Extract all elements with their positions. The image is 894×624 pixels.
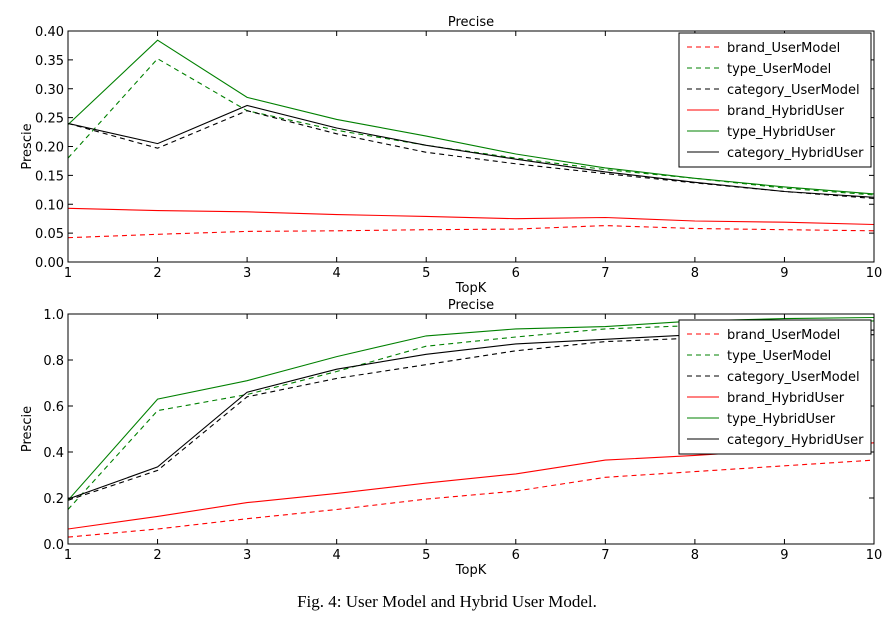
legend-label: category_UserModel bbox=[727, 370, 860, 385]
x-tick-label: 3 bbox=[243, 548, 251, 563]
series-group bbox=[68, 39, 874, 239]
figure-caption: Fig. 4: User Model and Hybrid User Model… bbox=[297, 592, 597, 611]
x-tick-label: 1 bbox=[64, 266, 72, 281]
y-axis-label: Prescie bbox=[20, 406, 35, 452]
y-tick-label: 0.00 bbox=[35, 256, 64, 271]
chart-2: 1 2 3 4 5 6 7 8 9 10 0.0 0.2 0.4 0.6 0.8 1.0 Precise TopK… bbox=[20, 298, 882, 578]
x-tick-label: 2 bbox=[153, 266, 161, 281]
x-tick-label: 7 bbox=[601, 266, 609, 281]
y-tick-label: 0.10 bbox=[35, 198, 64, 213]
x-tick-label: 4 bbox=[333, 266, 341, 281]
y-tick-label: 1.0 bbox=[43, 308, 64, 323]
x-tick-label: 3 bbox=[243, 266, 251, 281]
y-tick-label: 0.40 bbox=[35, 25, 64, 40]
legend-label: type_HybridUser bbox=[727, 412, 836, 427]
y-tick-label: 0.4 bbox=[43, 446, 64, 461]
x-tick-label: 6 bbox=[512, 266, 520, 281]
chart-title: Precise bbox=[448, 298, 494, 313]
x-tick-label: 7 bbox=[601, 548, 609, 563]
x-tick-label: 9 bbox=[780, 266, 788, 281]
legend-label: category_UserModel bbox=[727, 83, 860, 98]
y-tick-label: 0.8 bbox=[43, 354, 64, 369]
legend-label: type_UserModel bbox=[727, 62, 831, 77]
series-line-brand_HybridUser bbox=[68, 207, 874, 226]
series-line-brand_HybridUser bbox=[68, 442, 874, 530]
x-tick-label: 5 bbox=[422, 548, 430, 563]
x-tick-label: 5 bbox=[422, 266, 430, 281]
legend-label: brand_HybridUser bbox=[727, 104, 845, 119]
legend: brand_UserModel type_UserModel category_Us… bbox=[678, 319, 872, 455]
chart-1: 1 2 3 4 5 6 7 8 9 10 0.00 0.05 0.10 0.15 0.20 0.25 0.30 0… bbox=[20, 15, 882, 296]
x-tick-label: 2 bbox=[153, 548, 161, 563]
y-tick-label: 0.25 bbox=[35, 112, 64, 127]
x-tick-label: 10 bbox=[866, 548, 883, 563]
x-axis-label: TopK bbox=[455, 281, 487, 296]
x-tick-label: 9 bbox=[780, 548, 788, 563]
y-tick-label: 0.0 bbox=[43, 538, 64, 553]
x-tick-label: 10 bbox=[866, 266, 883, 281]
x-tick-label: 6 bbox=[512, 548, 520, 563]
legend-label: type_UserModel bbox=[727, 349, 831, 364]
chart-title: Precise bbox=[448, 15, 494, 30]
y-tick-label: 0.2 bbox=[43, 492, 64, 507]
y-tick-label: 0.6 bbox=[43, 400, 64, 415]
legend-box bbox=[678, 32, 872, 168]
series-line-category_HybridUser bbox=[68, 104, 874, 198]
y-axis-label: Prescie bbox=[20, 123, 35, 169]
y-tick-label: 0.35 bbox=[35, 54, 64, 69]
legend-label: brand_UserModel bbox=[727, 41, 840, 56]
legend-box bbox=[678, 319, 872, 455]
series-line-type_HybridUser bbox=[68, 39, 874, 195]
legend: brand_UserModel type_UserModel category_Us… bbox=[678, 32, 872, 168]
x-tick-label: 8 bbox=[691, 548, 699, 563]
legend-label: category_HybridUser bbox=[727, 146, 864, 161]
x-tick-label: 8 bbox=[691, 266, 699, 281]
plot-frame bbox=[67, 313, 875, 545]
x-tick-label: 4 bbox=[333, 548, 341, 563]
y-tick-label: 0.20 bbox=[35, 141, 64, 156]
series-line-brand_UserModel bbox=[68, 459, 874, 538]
y-tick-label: 0.05 bbox=[35, 227, 64, 242]
legend-label: brand_HybridUser bbox=[727, 391, 845, 406]
legend-label: type_HybridUser bbox=[727, 125, 836, 140]
series-line-brand_UserModel bbox=[68, 225, 874, 239]
y-tick-label: 0.15 bbox=[35, 169, 64, 184]
legend-label: category_HybridUser bbox=[727, 433, 864, 448]
y-tick-label: 0.30 bbox=[35, 83, 64, 98]
x-tick-label: 1 bbox=[64, 548, 72, 563]
x-axis-label: TopK bbox=[455, 563, 487, 578]
legend-label: brand_UserModel bbox=[727, 328, 840, 343]
